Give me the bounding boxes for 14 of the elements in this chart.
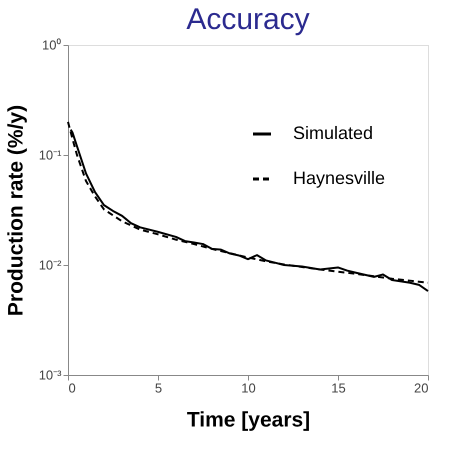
y-tick-label: 10⁰: [42, 38, 62, 52]
x-tick-label: 5: [154, 380, 162, 396]
y-tick-label: 10⁻³: [38, 368, 62, 382]
x-tick-label: 20: [414, 380, 428, 396]
legend-label: Haynesville: [293, 168, 386, 188]
x-axis-title: Time [years]: [186, 408, 310, 432]
legend-label: Simulated: [293, 123, 374, 143]
x-tick-label: 15: [331, 380, 346, 396]
y-tick-label: 10⁻²: [38, 258, 62, 272]
chart-title: Accuracy: [186, 3, 310, 36]
y-tick-label: 10⁻¹: [38, 148, 62, 162]
y-axis-title: Production rate (%/y): [4, 104, 28, 316]
x-tick-label: 0: [68, 380, 76, 396]
x-tick-label: 10: [241, 380, 256, 396]
